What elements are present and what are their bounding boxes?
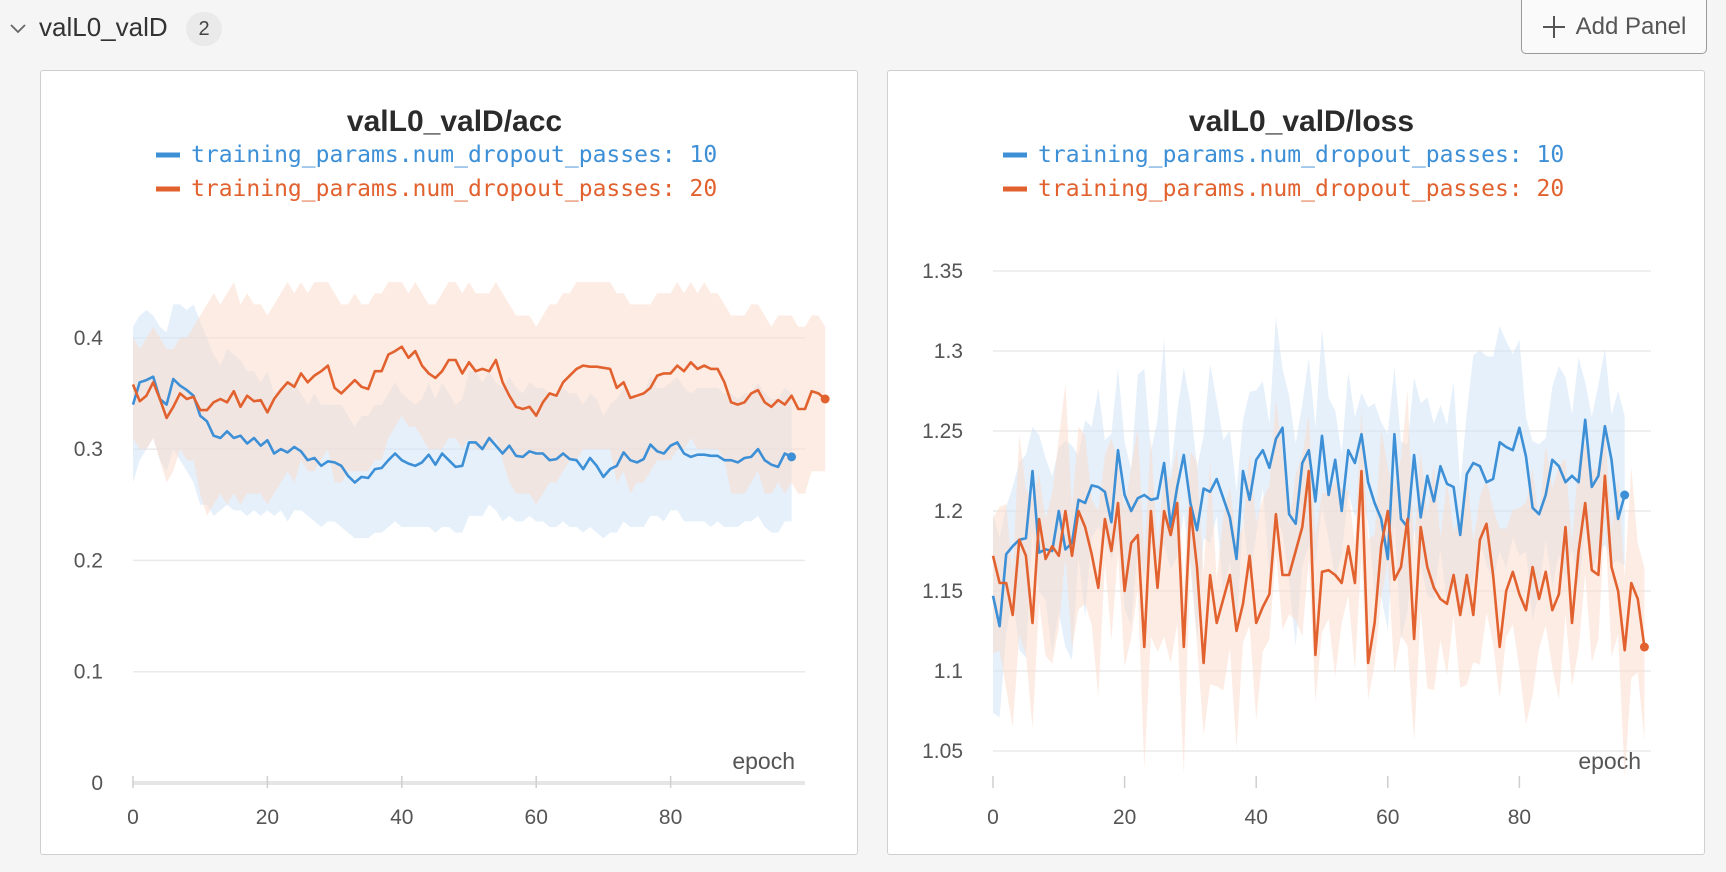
chart-title: valL0_valD/loss xyxy=(1189,105,1414,138)
series-end-point xyxy=(787,452,797,462)
series-end-point xyxy=(1639,642,1649,652)
x-tick-label: 40 xyxy=(1245,806,1268,829)
panel-count-badge: 2 xyxy=(186,12,222,46)
series-line xyxy=(131,375,793,484)
x-axis-label: epoch xyxy=(732,748,795,774)
section-title[interactable]: valL0_valD xyxy=(39,12,168,42)
y-tick-label: 1.2 xyxy=(934,500,963,523)
y-tick-label: 0.1 xyxy=(74,661,103,684)
x-tick-label: 20 xyxy=(1113,806,1136,829)
y-tick-label: 1.1 xyxy=(934,660,963,683)
plus-icon xyxy=(1542,15,1565,38)
y-tick-label: 1.05 xyxy=(922,740,963,763)
chart-title: valL0_valD/acc xyxy=(347,105,562,138)
series-end-point xyxy=(1620,490,1630,500)
chart-panel-loss[interactable]: valL0_valD/loss training_params.num_dropo… xyxy=(887,70,1705,855)
x-tick-label: 40 xyxy=(390,806,413,829)
y-tick-label: 0 xyxy=(91,772,103,795)
add-panel-label: Add Panel xyxy=(1575,12,1687,40)
x-axis-label: epoch xyxy=(1578,748,1641,774)
y-tick-label: 1.35 xyxy=(922,260,963,283)
series-band xyxy=(993,383,1645,778)
y-tick-label: 1.15 xyxy=(922,580,963,603)
series-end-point xyxy=(820,394,830,404)
legend-entry: training_params.num_dropout_passes: 10 xyxy=(1038,142,1564,168)
x-tick-label: 0 xyxy=(127,806,139,829)
chart-acc: valL0_valD/acc training_params.num_dropou… xyxy=(74,105,830,829)
x-tick-label: 20 xyxy=(256,806,279,829)
legend-entry: training_params.num_dropout_passes: 20 xyxy=(191,176,717,202)
y-tick-label: 1.25 xyxy=(922,420,963,443)
x-tick-label: 60 xyxy=(1376,806,1399,829)
y-tick-label: 0.3 xyxy=(74,438,103,461)
y-tick-label: 0.4 xyxy=(74,327,104,350)
series-line xyxy=(991,469,1646,665)
x-tick-label: 60 xyxy=(525,806,548,829)
x-tick-label: 80 xyxy=(659,806,682,829)
add-panel-button[interactable]: Add Panel xyxy=(1521,0,1707,54)
y-tick-label: 1.3 xyxy=(934,340,963,363)
series-line xyxy=(131,345,827,420)
legend-entry: training_params.num_dropout_passes: 20 xyxy=(1038,176,1564,202)
chevron-down-icon[interactable] xyxy=(8,18,28,38)
chart-loss: valL0_valD/loss training_params.num_dropo… xyxy=(922,105,1651,829)
series-line xyxy=(991,418,1626,628)
y-tick-label: 0.2 xyxy=(74,549,103,572)
section-header: valL0_valD 2 Add Panel xyxy=(0,0,1726,62)
x-tick-label: 80 xyxy=(1508,806,1531,829)
chart-panel-acc[interactable]: valL0_valD/acc training_params.num_dropou… xyxy=(40,70,858,855)
x-tick-label: 0 xyxy=(987,806,999,829)
legend-entry: training_params.num_dropout_passes: 10 xyxy=(191,142,717,168)
